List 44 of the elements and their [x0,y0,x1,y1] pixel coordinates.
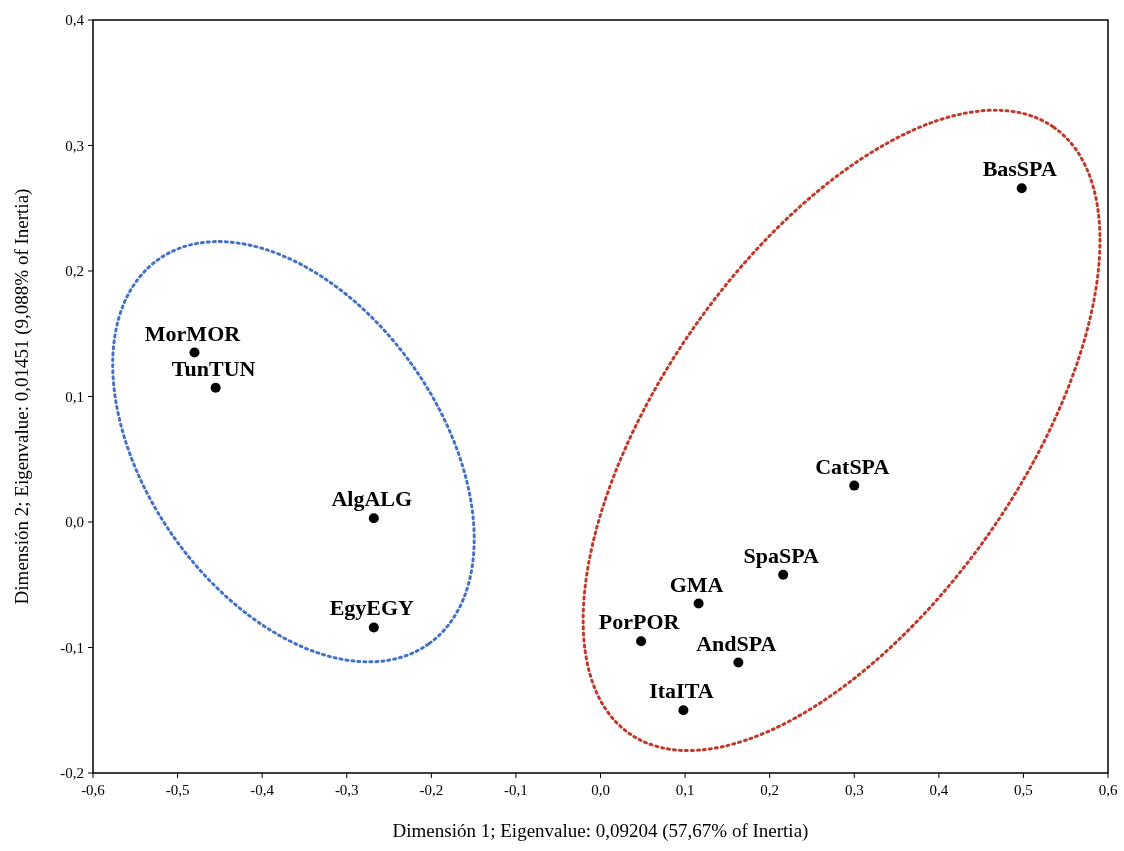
x-tick-label: 0,2 [760,782,780,798]
x-tick-label: -0,4 [250,782,275,798]
x-tick-label: -0,2 [419,782,444,798]
point [636,636,647,647]
y-tick-label: 0,2 [65,263,84,279]
point [778,569,789,580]
x-tick-label: -0,3 [334,782,359,798]
point [678,705,689,716]
y-tick-label: 0,4 [65,12,85,28]
x-tick-label: 0,5 [1014,782,1033,798]
series-label: TunTUN [171,355,256,381]
x-axis-title: Dimensión 1; Eigenvalue: 0,09204 (57,67% of Inertia) [392,820,809,842]
series-label: CatSPA [815,453,890,479]
x-tick-label: 0,4 [929,782,949,798]
series-label: GMA [669,571,724,597]
series-label: MorMOR [144,320,242,346]
series-label: AndSPA [696,630,777,656]
point [733,657,744,668]
x-tick-label: -0,1 [504,782,528,798]
x-tick-label: -0,6 [81,782,106,798]
series-label: PorPOR [598,609,681,635]
series-label: EgyEGY [329,595,415,621]
point [189,347,200,358]
series-label: BasSPA [982,156,1057,182]
y-tick-label: -0,2 [60,765,84,781]
point [1016,183,1027,194]
y-axis-title: Dimensión 2; Eigenvalue: 0,01451 (9,088% of Inertia) [11,188,33,605]
y-tick-label: 0,1 [65,388,84,405]
series-label: AlgALG [331,486,413,512]
point [693,598,704,609]
x-tick-label: -0,5 [165,782,190,798]
x-tick-label: 0,6 [1098,782,1118,798]
point [210,382,221,393]
series-label: ItaITA [649,678,714,704]
x-tick-label: 0,1 [675,782,695,798]
x-tick-label: 0,0 [591,782,610,798]
point [368,513,379,524]
point [849,480,860,491]
y-tick-label: 0,0 [65,514,84,530]
x-tick-label: 0,3 [844,782,864,798]
y-tick-label: 0,3 [65,137,84,154]
y-tick-label: -0,1 [60,639,84,656]
series-label: SpaSPA [743,542,820,568]
point [368,622,379,633]
